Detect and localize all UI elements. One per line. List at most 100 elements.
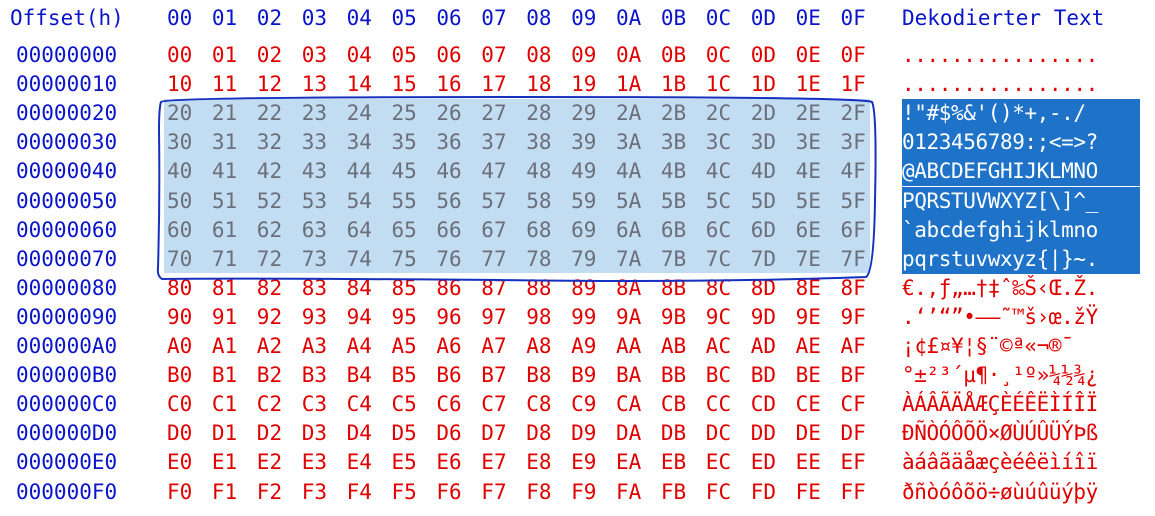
hex-byte[interactable]: 12 — [256, 72, 283, 97]
hex-byte[interactable]: 53 — [301, 188, 327, 213]
hex-byte[interactable]: E9 — [571, 450, 597, 475]
hex-byte[interactable]: 49 — [571, 159, 597, 184]
hex-byte[interactable]: 20 — [167, 101, 193, 126]
hex-byte[interactable]: B7 — [481, 363, 507, 388]
hex-byte[interactable]: 70 — [167, 246, 193, 271]
hex-byte[interactable]: 6E — [795, 217, 821, 242]
hex-byte[interactable]: F3 — [301, 479, 327, 504]
hex-byte[interactable]: 7C — [705, 246, 732, 271]
hex-byte[interactable]: E6 — [436, 450, 462, 475]
hex-byte[interactable]: 2C — [705, 101, 732, 126]
hex-byte[interactable]: E7 — [481, 450, 507, 475]
hex-byte[interactable]: C9 — [571, 392, 597, 417]
hex-byte[interactable]: A3 — [301, 334, 327, 358]
hex-byte[interactable]: FA — [616, 479, 642, 504]
hex-byte[interactable]: 98 — [526, 304, 552, 329]
hex-byte[interactable]: EC — [705, 450, 732, 475]
hex-byte[interactable]: FC — [705, 479, 732, 504]
hex-byte[interactable]: F4 — [346, 479, 372, 504]
decoded-text[interactable]: ðñòóôõö÷øùúûüýþÿ — [902, 479, 1098, 504]
hex-byte[interactable]: 69 — [571, 217, 597, 242]
hex-byte[interactable]: 25 — [391, 101, 417, 126]
hex-byte[interactable]: 3F — [840, 130, 866, 155]
hex-byte[interactable]: D9 — [571, 421, 597, 446]
hex-byte[interactable]: 6C — [705, 217, 732, 242]
hex-byte[interactable]: 3C — [705, 130, 732, 155]
hex-byte[interactable]: 9C — [705, 304, 732, 329]
hex-byte[interactable]: CD — [750, 392, 776, 417]
hex-byte[interactable]: AC — [705, 334, 732, 358]
hex-byte[interactable]: 9F — [840, 304, 866, 329]
hex-byte[interactable]: F1 — [211, 479, 238, 504]
hex-byte[interactable]: 8E — [795, 275, 821, 300]
hex-byte[interactable]: B2 — [256, 363, 283, 388]
hex-byte[interactable]: 8D — [750, 275, 776, 300]
hex-byte[interactable]: 74 — [346, 246, 372, 271]
hex-byte[interactable]: 0C — [705, 43, 732, 67]
hex-byte[interactable]: 42 — [256, 159, 283, 184]
hex-byte[interactable]: 2F — [840, 101, 866, 126]
hex-byte[interactable]: 1F — [840, 72, 866, 97]
hex-byte[interactable]: 4F — [840, 159, 866, 184]
hex-byte[interactable]: C4 — [346, 392, 372, 417]
hex-byte[interactable]: B0 — [167, 363, 193, 388]
decoded-text[interactable]: àáâãäåæçèéêëìíîï — [902, 450, 1098, 475]
hex-byte[interactable]: 2B — [660, 101, 687, 126]
hex-byte[interactable]: 1E — [795, 72, 821, 97]
hex-byte[interactable]: 76 — [436, 246, 462, 271]
hex-byte[interactable]: C6 — [436, 392, 462, 417]
hex-byte[interactable]: BC — [705, 363, 732, 388]
hex-byte[interactable]: BF — [840, 363, 866, 388]
hex-byte[interactable]: 05 — [391, 43, 417, 67]
hex-byte[interactable]: 8F — [840, 275, 866, 300]
hex-byte[interactable]: 7D — [750, 246, 776, 271]
hex-byte[interactable]: 92 — [256, 304, 283, 329]
hex-byte[interactable]: 48 — [526, 159, 552, 184]
hex-byte[interactable]: 56 — [436, 188, 462, 213]
hex-byte[interactable]: 67 — [481, 217, 507, 242]
hex-byte[interactable]: B3 — [301, 363, 327, 388]
hex-byte[interactable]: 19 — [571, 72, 597, 97]
decoded-text[interactable]: .‘’“”•–—˜™š›œ.žŸ — [902, 304, 1098, 329]
decoded-text[interactable]: €.‚ƒ„…†‡ˆ‰Š‹Œ.Ž. — [902, 275, 1098, 300]
hex-byte[interactable]: 31 — [211, 130, 238, 155]
hex-byte[interactable]: 28 — [526, 101, 552, 126]
hex-byte[interactable]: EB — [660, 450, 687, 475]
hex-byte[interactable]: 5A — [616, 188, 642, 213]
hex-byte[interactable]: EE — [795, 450, 821, 475]
hex-byte[interactable]: 34 — [346, 130, 372, 155]
hex-byte[interactable]: 79 — [571, 246, 597, 271]
hex-byte[interactable]: 7B — [660, 246, 687, 271]
hex-byte[interactable]: 85 — [391, 275, 417, 300]
hex-byte[interactable]: 80 — [167, 275, 193, 300]
hex-byte[interactable]: 27 — [481, 101, 507, 126]
hex-byte[interactable]: DA — [616, 421, 642, 446]
hex-byte[interactable]: DC — [705, 421, 732, 446]
hex-byte[interactable]: DD — [750, 421, 776, 446]
hex-byte[interactable]: 14 — [346, 72, 372, 97]
hex-byte[interactable]: A4 — [346, 334, 372, 358]
hex-byte[interactable]: 55 — [391, 188, 417, 213]
hex-byte[interactable]: 35 — [391, 130, 417, 155]
hex-byte[interactable]: AD — [750, 334, 776, 358]
hex-byte[interactable]: A0 — [167, 334, 193, 358]
hex-byte[interactable]: F2 — [256, 479, 283, 504]
hex-byte[interactable]: E2 — [256, 450, 283, 475]
hex-byte[interactable]: C3 — [301, 392, 327, 417]
hex-byte[interactable]: 3D — [750, 130, 776, 155]
hex-byte[interactable]: AE — [795, 334, 821, 358]
decoded-text[interactable]: PQRSTUVWXYZ[\]^_ — [902, 186, 1140, 216]
hex-byte[interactable]: DF — [840, 421, 866, 446]
hex-byte[interactable]: 50 — [167, 188, 193, 213]
hex-byte[interactable]: FB — [660, 479, 687, 504]
hex-byte[interactable]: 36 — [436, 130, 462, 155]
decoded-text[interactable]: @ABCDEFGHIJKLMNO — [902, 157, 1140, 187]
hex-byte[interactable]: 09 — [571, 43, 597, 67]
hex-byte[interactable]: 7E — [795, 246, 821, 271]
hex-byte[interactable]: 32 — [256, 130, 283, 155]
decoded-text[interactable]: pqrstuvwxyz{|}~. — [902, 244, 1140, 274]
hex-byte[interactable]: 1B — [660, 72, 687, 97]
hex-byte[interactable]: 5D — [750, 188, 776, 213]
hex-byte[interactable]: 07 — [481, 43, 507, 67]
hex-byte[interactable]: 62 — [256, 217, 283, 242]
